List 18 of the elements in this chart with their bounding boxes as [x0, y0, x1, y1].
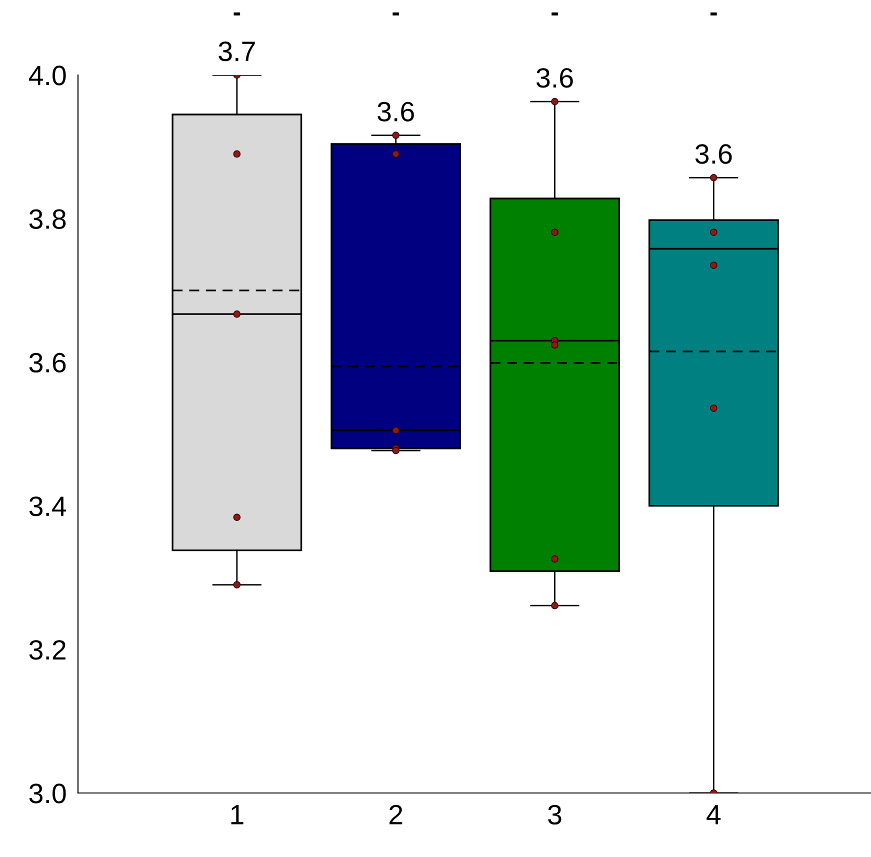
annotation: 3.6: [536, 68, 573, 88]
text: -: [234, 12, 240, 16]
annotation: 3.7: [218, 42, 255, 62]
y-tick-label: 3.4: [29, 496, 66, 516]
annotation: 3.6: [695, 144, 732, 164]
y-tick-label: 3.6: [29, 352, 66, 373]
x-tick-label: 3: [548, 804, 562, 825]
annotation: 3.6: [378, 102, 414, 122]
y-tick-label: 3.2: [29, 640, 66, 660]
x-tick-label: 1: [231, 805, 244, 824]
y-tick-label: 3.0: [29, 784, 66, 804]
text: -: [552, 12, 558, 16]
x-tick-label: 4: [706, 805, 721, 824]
x-tick-label: 2: [390, 804, 402, 824]
text: -: [710, 12, 717, 16]
text: -: [392, 12, 399, 16]
y-tick-label: 4.0: [28, 66, 66, 86]
y-tick-label: 3.8: [29, 209, 66, 229]
